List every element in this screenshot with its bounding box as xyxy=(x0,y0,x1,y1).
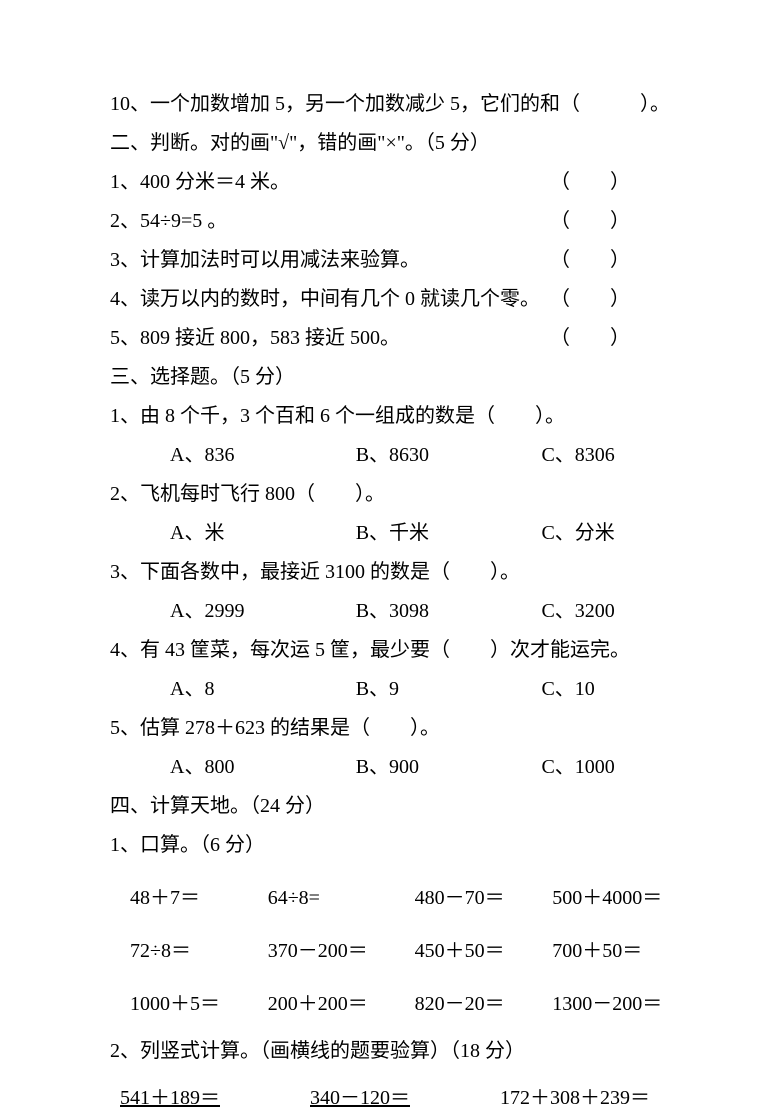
judge-paren: （ ） xyxy=(550,163,630,202)
calc-cell: 370－200＝ xyxy=(268,932,415,971)
judge-text: 1、400 分米＝4 米。 xyxy=(110,163,290,202)
calc-cell: 48＋7＝ xyxy=(130,879,268,918)
calc-cell: 480－70＝ xyxy=(415,879,553,918)
calc-row: 72÷8＝ 370－200＝ 450＋50＝ 700＋50＝ xyxy=(110,932,690,971)
question-10: 10、一个加数增加 5，另一个加数减少 5，它们的和（ ）。 xyxy=(110,85,690,124)
section-3-title: 三、选择题。（5 分） xyxy=(110,358,690,397)
judge-item: 2、54÷9=5 。 （ ） xyxy=(110,202,630,241)
option-a: A、8 xyxy=(170,670,356,709)
calc-cell: 450＋50＝ xyxy=(415,932,553,971)
calc-cell: 72÷8＝ xyxy=(130,932,268,971)
calc-cell: 1300－200＝ xyxy=(552,985,690,1024)
calc-1-title: 1、口算。（6 分） xyxy=(110,826,690,865)
judge-item: 3、计算加法时可以用减法来验算。 （ ） xyxy=(110,241,630,280)
judge-paren: （ ） xyxy=(550,241,630,280)
calc-cell: 700＋50＝ xyxy=(552,932,690,971)
calc-cell: 820－20＝ xyxy=(415,985,553,1024)
option-a: A、836 xyxy=(170,436,356,475)
choice-question: 5、估算 278＋623 的结果是（ ）。 xyxy=(110,709,690,748)
calc-row: 1000＋5＝ 200＋200＝ 820－20＝ 1300－200＝ xyxy=(110,985,690,1024)
option-b: B、3098 xyxy=(356,592,542,631)
judge-item: 4、读万以内的数时，中间有几个 0 就读几个零。 （ ） xyxy=(110,280,630,319)
calc-2-title: 2、列竖式计算。（画横线的题要验算）（18 分） xyxy=(110,1032,690,1071)
judge-text: 4、读万以内的数时，中间有几个 0 就读几个零。 xyxy=(110,280,540,319)
choice-question: 4、有 43 筐菜，每次运 5 筐，最少要（ ）次才能运完。 xyxy=(110,631,690,670)
calc-cell: 1000＋5＝ xyxy=(130,985,268,1024)
underlined-problem: 541＋189＝ xyxy=(120,1087,220,1109)
vertical-calc-item: 172＋308＋239＝ xyxy=(500,1079,690,1118)
calc-cell: 500＋4000＝ xyxy=(552,879,690,918)
choice-options: A、8 B、9 C、10 xyxy=(110,670,690,709)
choice-question: 3、下面各数中，最接近 3100 的数是（ ）。 xyxy=(110,553,690,592)
option-b: B、8630 xyxy=(356,436,542,475)
option-c: C、分米 xyxy=(541,514,690,553)
choice-question: 2、飞机每时飞行 800（ ）。 xyxy=(110,475,690,514)
choice-options: A、2999 B、3098 C、3200 xyxy=(110,592,690,631)
judge-paren: （ ） xyxy=(550,319,630,358)
calc-cell: 64÷8= xyxy=(268,879,415,918)
option-a: A、2999 xyxy=(170,592,356,631)
vertical-calc-item: 340－120＝ xyxy=(310,1079,500,1118)
option-b: B、900 xyxy=(356,748,542,787)
option-a: A、800 xyxy=(170,748,356,787)
calc-row: 48＋7＝ 64÷8= 480－70＝ 500＋4000＝ xyxy=(110,879,690,918)
option-c: C、1000 xyxy=(541,748,690,787)
choice-options: A、米 B、千米 C、分米 xyxy=(110,514,690,553)
judge-paren: （ ） xyxy=(550,280,630,319)
judge-text: 2、54÷9=5 。 xyxy=(110,202,227,241)
option-b: B、千米 xyxy=(356,514,542,553)
underlined-problem: 340－120＝ xyxy=(310,1087,410,1109)
judge-item: 1、400 分米＝4 米。 （ ） xyxy=(110,163,630,202)
judge-text: 5、809 接近 800，583 接近 500。 xyxy=(110,319,400,358)
option-c: C、3200 xyxy=(541,592,690,631)
vertical-calc-row: 541＋189＝ 340－120＝ 172＋308＋239＝ xyxy=(110,1079,690,1118)
section-4-title: 四、计算天地。（24 分） xyxy=(110,787,690,826)
judge-text: 3、计算加法时可以用减法来验算。 xyxy=(110,241,420,280)
choice-options: A、800 B、900 C、1000 xyxy=(110,748,690,787)
judge-paren: （ ） xyxy=(550,202,630,241)
calc-cell: 200＋200＝ xyxy=(268,985,415,1024)
choice-question: 1、由 8 个千，3 个百和 6 个一组成的数是（ ）。 xyxy=(110,397,690,436)
option-a: A、米 xyxy=(170,514,356,553)
choice-options: A、836 B、8630 C、8306 xyxy=(110,436,690,475)
section-2-title: 二、判断。对的画"√"，错的画"×"。（5 分） xyxy=(110,124,690,163)
option-c: C、8306 xyxy=(541,436,690,475)
vertical-calc-item: 541＋189＝ xyxy=(120,1079,310,1118)
judge-item: 5、809 接近 800，583 接近 500。 （ ） xyxy=(110,319,630,358)
option-c: C、10 xyxy=(541,670,690,709)
option-b: B、9 xyxy=(356,670,542,709)
